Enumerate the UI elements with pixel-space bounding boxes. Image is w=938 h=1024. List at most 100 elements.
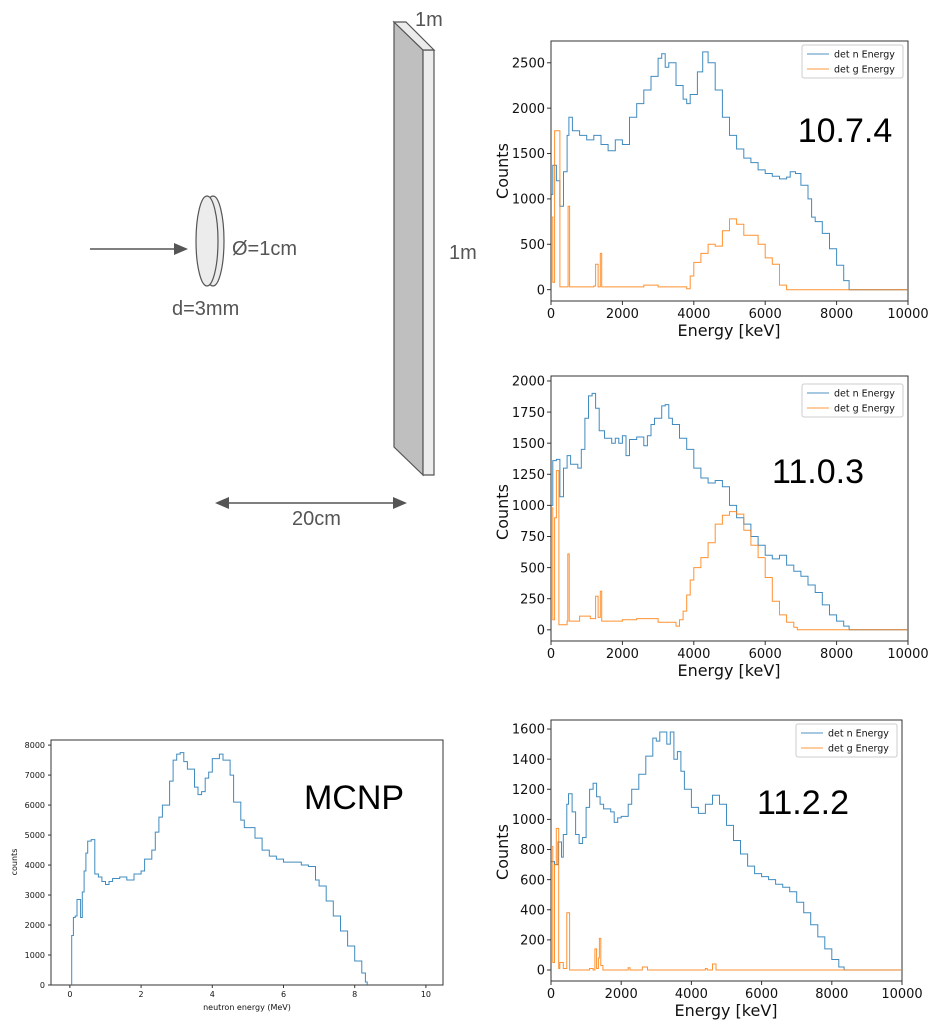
x-tick-label: 8000	[820, 307, 853, 322]
detector-diameter-label: Ø=1cm	[232, 238, 297, 260]
y-axis-label: Counts	[493, 143, 512, 199]
detector-disc	[195, 195, 225, 287]
series-line-0	[551, 731, 902, 971]
y-tick-label: 500	[520, 238, 545, 253]
x-tick-label: 4000	[675, 987, 708, 1002]
x-tick-label: 2000	[605, 987, 638, 1002]
y-tick-label: 2500	[512, 56, 545, 71]
y-tick-label: 5000	[25, 831, 45, 840]
y-tick-label: 500	[520, 561, 545, 576]
y-tick-label: 7000	[25, 771, 45, 780]
legend-label: det g Energy	[828, 744, 889, 755]
x-tick-label: 6000	[745, 987, 778, 1002]
version-annotation: MCNP	[304, 779, 404, 817]
y-tick-label: 6000	[25, 801, 45, 810]
y-tick-label: 1400	[512, 753, 545, 768]
x-tick-label: 8000	[815, 987, 848, 1002]
y-tick-label: 1000	[512, 499, 545, 514]
y-tick-label: 0	[537, 283, 545, 298]
x-tick-label: 10000	[887, 307, 928, 322]
chart-c1103: 0 2000 4000 6000 8000 10000 0 250 500 750 1000 1250…	[493, 375, 929, 680]
y-tick-label: 1000	[512, 193, 545, 208]
x-tick-label: 2	[139, 990, 144, 999]
plot-frame	[550, 40, 909, 302]
version-annotation: 11.2.2	[757, 784, 849, 822]
plot-frame	[550, 375, 909, 642]
y-tick-label: 2000	[512, 102, 545, 117]
slab-height-label: 1m	[449, 242, 477, 264]
series-line-1	[551, 470, 908, 631]
x-tick-label: 0	[547, 647, 555, 662]
y-tick-label: 0	[537, 964, 545, 979]
x-tick-label: 6000	[749, 647, 782, 662]
x-tick-label: 8000	[820, 647, 853, 662]
legend-box	[801, 44, 904, 79]
legend-box	[795, 723, 898, 758]
x-tick-label: 6	[281, 990, 286, 999]
x-tick-label: 2000	[606, 307, 639, 322]
series-line-0	[71, 752, 368, 985]
series-line-1	[551, 827, 902, 971]
x-axis-label: Energy [keV]	[677, 321, 780, 340]
slab-depth-label: 1m	[415, 9, 443, 31]
x-tick-label: 10000	[881, 987, 922, 1002]
y-tick-label: 1500	[512, 437, 545, 452]
x-tick-label: 4000	[677, 307, 710, 322]
x-tick-label: 10000	[887, 647, 928, 662]
y-tick-label: 1500	[512, 147, 545, 162]
legend: det n Energy det g Energy	[801, 44, 904, 79]
legend-label: det n Energy	[828, 729, 889, 740]
charts: 0 2000 4000 6000 8000 10000050010001500200025…	[10, 40, 929, 1020]
y-tick-label: 600	[520, 873, 545, 888]
slab	[392, 20, 436, 477]
legend-label: det n Energy	[834, 389, 895, 400]
y-tick-label: 2000	[25, 921, 45, 930]
setup-diagram: Ø=1cm d=3mm 1m 1m 20cm	[90, 9, 477, 530]
x-tick-label: 0	[547, 987, 555, 1002]
y-tick-label: 1600	[512, 723, 545, 738]
plot-frame	[550, 719, 903, 982]
legend-label: det g Energy	[834, 65, 895, 76]
detector-thickness-label: d=3mm	[172, 298, 239, 320]
y-tick-label: 1250	[512, 468, 545, 483]
y-tick-label: 0	[40, 981, 45, 990]
legend-box	[801, 383, 904, 418]
x-tick-label: 10	[421, 990, 431, 999]
x-tick-label: 0	[547, 307, 555, 322]
y-axis-label: Counts	[493, 824, 512, 880]
legend: det n Energy det g Energy	[795, 723, 898, 758]
y-tick-label: 1750	[512, 406, 545, 421]
x-tick-label: 8	[352, 990, 357, 999]
legend: det n Energy det g Energy	[801, 383, 904, 418]
y-axis-label: Counts	[493, 484, 512, 540]
x-axis-label: Energy [keV]	[674, 1001, 777, 1020]
y-tick-label: 1000	[512, 813, 545, 828]
distance-arrow	[215, 497, 407, 509]
x-axis-label: neutron energy (MeV)	[203, 1003, 291, 1012]
x-axis-label: Energy [keV]	[677, 661, 780, 680]
y-tick-label: 800	[520, 843, 545, 858]
y-tick-label: 8000	[25, 741, 45, 750]
y-tick-label: 3000	[25, 891, 45, 900]
x-tick-label: 4000	[677, 647, 710, 662]
series-line-0	[551, 51, 908, 291]
y-tick-label: 2000	[512, 375, 545, 390]
series-line-0	[551, 392, 908, 631]
series-line-1	[551, 130, 908, 291]
chart-c1122: 0 2000 4000 6000 8000 10000 0 200 400 600 800 1000 1…	[493, 719, 923, 1020]
plot-frame	[50, 739, 444, 986]
chart-mcnp: 0 2 4 6 8 10 0 1000 2000 3000 4000 5000 6000 7000 8000…	[10, 739, 444, 1012]
x-tick-label: 4	[210, 990, 215, 999]
y-tick-label: 400	[520, 903, 545, 918]
x-tick-label: 2000	[606, 647, 639, 662]
y-axis-label: counts	[10, 849, 19, 876]
x-tick-label: 0	[67, 990, 72, 999]
y-tick-label: 200	[520, 934, 545, 949]
version-annotation: 10.7.4	[798, 112, 893, 150]
y-tick-label: 750	[520, 530, 545, 545]
chart-c1074: 0 2000 4000 6000 8000 10000 0 500 1000 1500 2000 25…	[493, 40, 929, 340]
x-tick-label: 6000	[749, 307, 782, 322]
y-tick-label: 1000	[25, 951, 45, 960]
beam-arrow	[90, 243, 188, 255]
